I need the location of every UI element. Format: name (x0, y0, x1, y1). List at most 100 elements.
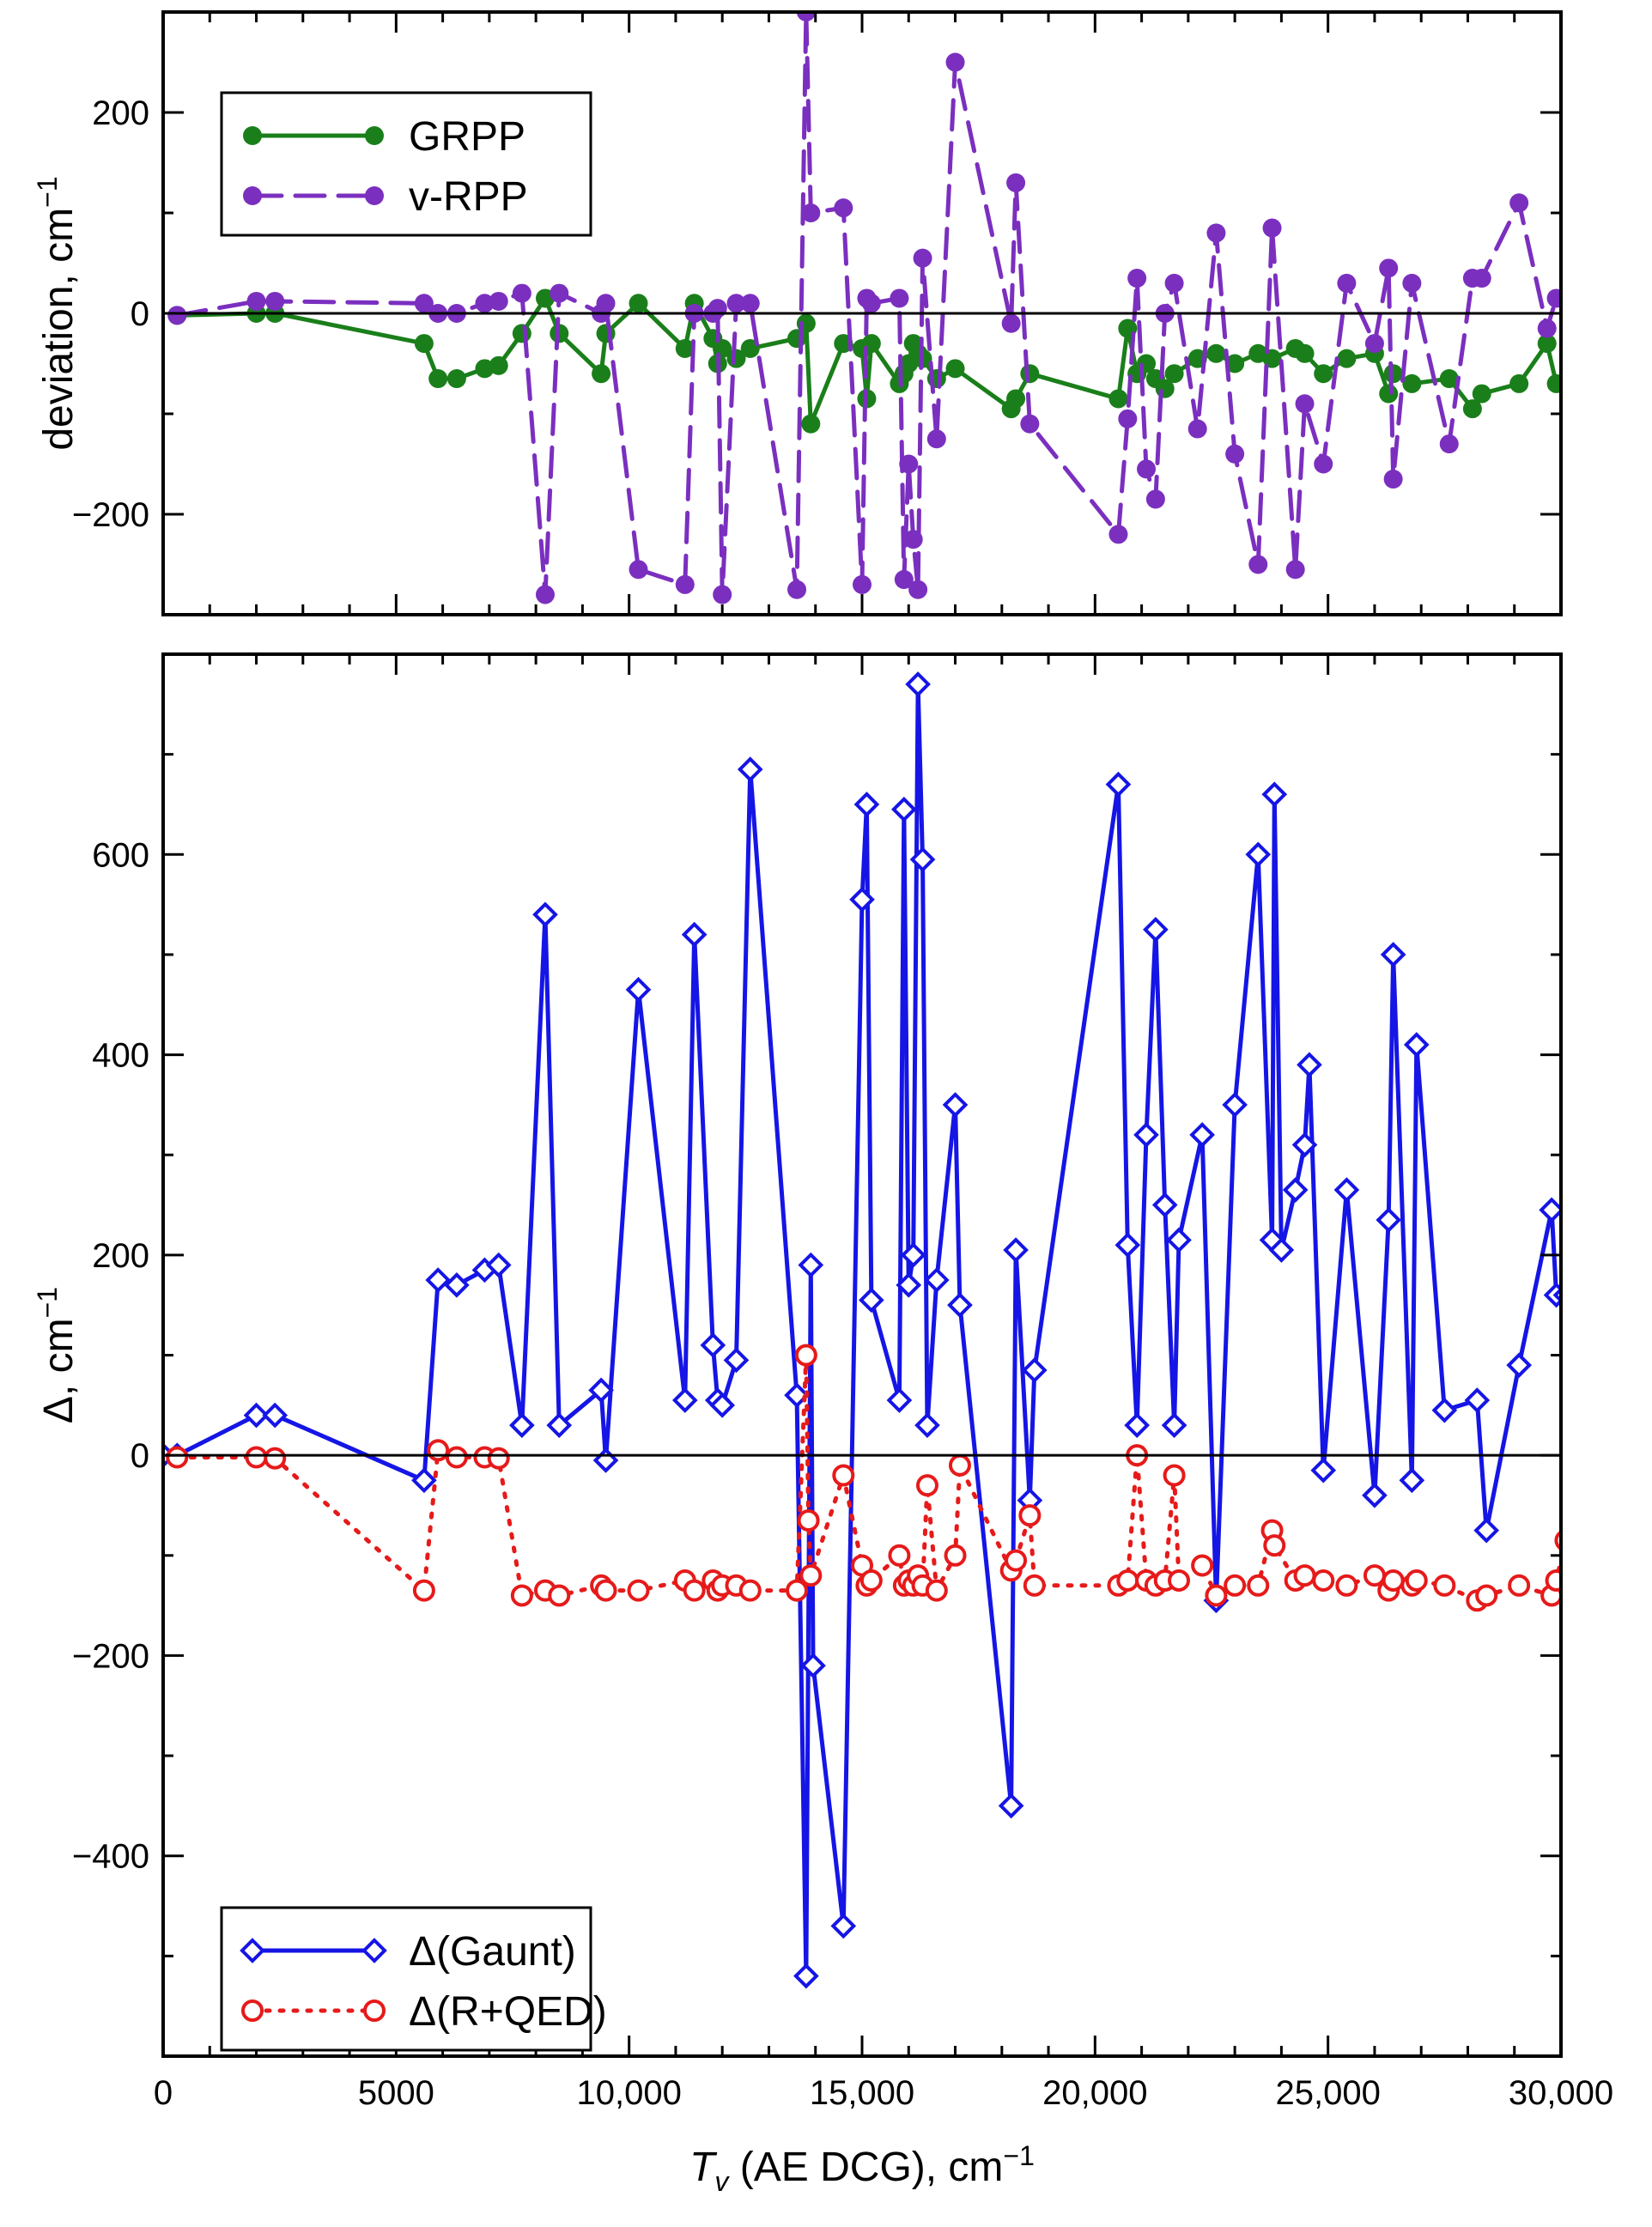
y-tick-label: 600 (92, 836, 149, 874)
legend-label: v-RPP (409, 174, 528, 220)
data-point (1431, 1397, 1458, 1423)
data-point (853, 574, 872, 594)
data-point (1020, 414, 1040, 434)
data-point (629, 294, 648, 313)
data-point (1383, 470, 1403, 489)
data-point (1145, 489, 1165, 509)
data-point (1508, 1574, 1531, 1597)
data-point (798, 1252, 824, 1278)
data-point (167, 306, 187, 325)
bottom-legend: Δ(Gaunt) Δ(R+QED) (220, 1906, 607, 2052)
data-point (592, 1447, 619, 1473)
data-point (428, 369, 448, 389)
data-point (1282, 1177, 1309, 1203)
data-point (713, 585, 732, 604)
data-point (908, 580, 928, 599)
y-tick-label: 400 (92, 1037, 149, 1075)
data-point (1439, 369, 1459, 389)
data-point (1546, 288, 1561, 308)
data-point (859, 1287, 884, 1314)
data-point (861, 294, 881, 313)
bottom-ticks: −400 −200 0 200 400 600 0 5000 10,000 15,000 20,00… (72, 652, 1613, 2112)
data-point (594, 1579, 617, 1602)
data-point (1506, 1352, 1532, 1378)
data-point (793, 1963, 819, 1989)
data-point (1108, 525, 1128, 544)
data-point (1462, 399, 1482, 419)
data-point (629, 560, 648, 580)
data-point (1546, 373, 1561, 393)
data-point (909, 847, 936, 872)
data-point (1464, 1387, 1491, 1413)
data-point (1380, 942, 1406, 968)
bottom-y-axis-label-sup: −1 (32, 1287, 63, 1318)
data-point (1161, 1412, 1187, 1438)
data-point (1403, 1032, 1430, 1058)
data-point (1023, 1574, 1046, 1597)
x-tick-label: 25,000 (1275, 2074, 1380, 2112)
data-point (859, 1569, 883, 1592)
x-axis-label-sub: v (714, 2166, 730, 2197)
data-point (1020, 364, 1040, 384)
legend-marker (365, 186, 384, 205)
data-point (414, 334, 434, 354)
data-point (948, 1453, 971, 1477)
data-point (1118, 409, 1138, 428)
data-point (1537, 319, 1557, 338)
data-point (1001, 313, 1021, 333)
data-point (1291, 1132, 1318, 1158)
data-point (264, 1447, 287, 1470)
top-legend-box (220, 91, 592, 237)
data-point (905, 671, 931, 697)
data-point (1006, 173, 1026, 192)
data-point (1262, 218, 1282, 238)
data-point (1509, 193, 1529, 213)
data-point (1333, 1177, 1360, 1203)
data-point (1402, 373, 1422, 393)
data-point (1285, 560, 1305, 580)
data-point (896, 1272, 922, 1298)
data-point (1105, 771, 1132, 798)
x-tick-label: 0 (154, 2074, 173, 2112)
data-point (1205, 1584, 1228, 1607)
data-point (1337, 273, 1357, 293)
data-point (444, 1272, 470, 1298)
data-point (671, 1387, 698, 1413)
data-point (1151, 1192, 1178, 1218)
data-point (1127, 269, 1147, 288)
data-point (834, 198, 853, 218)
legend-label: GRPP (409, 114, 525, 160)
data-point (794, 1344, 817, 1367)
data-point (509, 1412, 535, 1438)
data-point (489, 355, 508, 375)
data-point (1539, 1197, 1561, 1223)
data-point (944, 1544, 967, 1567)
data-point (1021, 1357, 1048, 1383)
data-point (243, 1402, 270, 1429)
data-point (890, 288, 909, 308)
data-point (784, 1382, 810, 1408)
data-point (265, 291, 285, 311)
data-point (740, 294, 760, 313)
bottom-legend-box (220, 1906, 592, 2052)
data-point (1545, 1569, 1561, 1592)
data-point (886, 1387, 913, 1413)
y-tick-label: −200 (72, 496, 149, 534)
legend-marker (240, 1938, 265, 1963)
y-tick-label: −200 (72, 1637, 149, 1675)
y-tick-label: 200 (92, 1237, 149, 1275)
x-tick-label: 30,000 (1509, 2074, 1613, 2112)
bottom-y-axis-label-main: Δ, cm (36, 1318, 82, 1423)
data-point (945, 359, 965, 379)
data-point (1164, 273, 1184, 293)
data-point (700, 1332, 726, 1358)
legend-marker (363, 1999, 386, 2022)
data-point (1439, 434, 1459, 454)
top-y-axis-label: deviation, cm−1 (32, 176, 82, 450)
legend-entry: Δ(R+QED) (241, 1989, 607, 2035)
data-point (546, 1412, 573, 1438)
top-y-axis-label-main: deviation, cm (36, 208, 82, 451)
data-point (1337, 349, 1357, 368)
data-point (891, 796, 917, 822)
